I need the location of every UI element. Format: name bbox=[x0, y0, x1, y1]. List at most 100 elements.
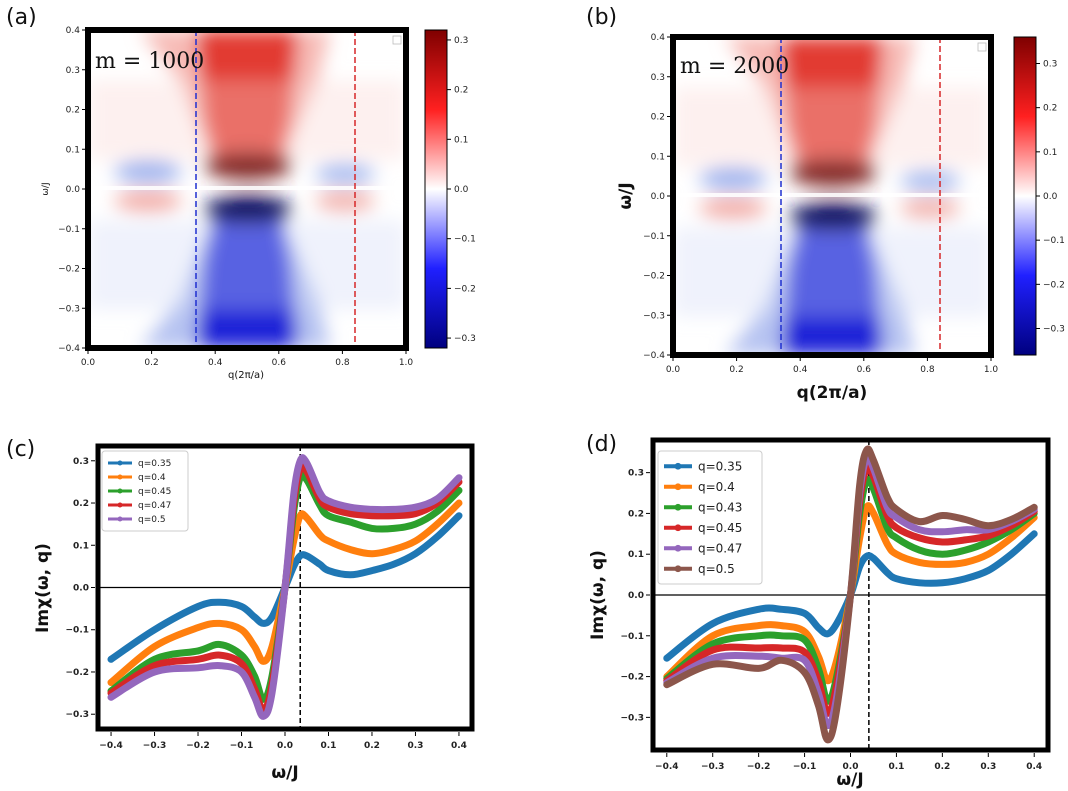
line-plot-c: −0.4 −0.3 −0.2 −0.1 0.0 0.1 0.2 0.3 0.4 −0.3 −0.2 −… bbox=[66, 443, 475, 751]
legend-label-c-4: q=0.5 bbox=[138, 515, 166, 525]
series-d bbox=[663, 445, 1038, 744]
ytick-label-d: −0.1 bbox=[621, 632, 644, 642]
panel-label-d: (d) bbox=[586, 432, 617, 457]
ytick-label-c: −0.3 bbox=[66, 710, 89, 720]
xtick-label-d: 0.0 bbox=[843, 762, 859, 772]
xtick-label-c: 0.0 bbox=[277, 741, 293, 751]
legend-label-c-3: q=0.47 bbox=[138, 501, 171, 511]
ytick-label-c: 0.1 bbox=[73, 541, 89, 551]
xtick-label-d: −0.2 bbox=[747, 762, 770, 772]
xtick-label-b: 1.0 bbox=[984, 365, 999, 375]
xtick-label-c: 0.3 bbox=[407, 741, 423, 751]
xtick-label-a: 0.6 bbox=[272, 358, 287, 368]
series-line-c-4 bbox=[107, 454, 463, 720]
xtick-label-c: −0.2 bbox=[186, 741, 209, 751]
ytick-label-a: −0.2 bbox=[58, 265, 80, 275]
xtick-label-a: 0.4 bbox=[208, 358, 223, 368]
ytick-label-d: 0.3 bbox=[628, 469, 644, 479]
legend-c: q=0.35 q=0.4 q=0.45 q=0.47 q=0.5 bbox=[101, 450, 189, 532]
legend-label-c-0: q=0.35 bbox=[138, 459, 171, 469]
legend-label-d-3: q=0.45 bbox=[698, 521, 742, 535]
ytick-label-a: 0.3 bbox=[66, 66, 80, 76]
legend-marker-c-1 bbox=[117, 474, 123, 480]
colorbar-tick-label-a: 0.2 bbox=[454, 86, 468, 96]
ylabel-a: ω/J bbox=[41, 182, 51, 195]
ytick-label-d: 0.0 bbox=[628, 591, 644, 601]
ytick-label-b: 0.0 bbox=[651, 192, 666, 202]
ytick-label-b: 0.2 bbox=[651, 113, 665, 123]
legend-marker-d-4 bbox=[674, 544, 682, 552]
legend-label-c-1: q=0.4 bbox=[138, 473, 166, 483]
ytick-label-a: −0.1 bbox=[58, 225, 80, 235]
ytick-label-b: 0.1 bbox=[651, 152, 665, 162]
ytick-label-a: 0.4 bbox=[66, 26, 81, 36]
ylabel-c: Imχ(ω, q) bbox=[33, 543, 53, 633]
legend-marker-d-5 bbox=[674, 565, 682, 573]
colorbar-tick-label-b: −0.2 bbox=[1043, 280, 1065, 290]
ytick-label-b: 0.3 bbox=[651, 73, 665, 83]
colorbar-tick-label-a: −0.1 bbox=[454, 235, 476, 245]
xtick-label-d: −0.1 bbox=[793, 762, 816, 772]
series-c bbox=[107, 454, 463, 720]
xtick-label-b: 0.8 bbox=[920, 365, 935, 375]
ytick-label-a: 0.2 bbox=[66, 106, 80, 116]
annotation-a: m = 1000 bbox=[95, 49, 204, 74]
xtick-label-c: −0.3 bbox=[143, 741, 166, 751]
xtick-label-a: 0.2 bbox=[144, 358, 158, 368]
xtick-label-b: 0.4 bbox=[793, 365, 808, 375]
legend-marker-c-0 bbox=[117, 460, 123, 466]
xtick-label-a: 1.0 bbox=[399, 358, 414, 368]
legend-box-a bbox=[392, 35, 402, 45]
colorbar-b: 0.3 0.2 0.1 0.0 −0.1 −0.2 −0.3 bbox=[1013, 36, 1065, 356]
heatmap-b: m = 2000 bbox=[670, 34, 994, 358]
legend-frame-d bbox=[657, 450, 763, 585]
heatmap-a-field bbox=[88, 30, 406, 348]
legend-d: q=0.35 q=0.4 q=0.43 q=0.45 q=0.47 q=0.5 bbox=[657, 450, 763, 585]
ytick-label-b: −0.2 bbox=[643, 272, 665, 282]
series-line-d-5 bbox=[663, 445, 1038, 744]
line-plot-d: −0.4 −0.3 −0.2 −0.1 0.0 0.1 0.2 0.3 0.4 −0.3 −0.2 −… bbox=[621, 437, 1051, 772]
xtick-label-a: 0.8 bbox=[335, 358, 350, 368]
legend-label-d-5: q=0.5 bbox=[698, 562, 735, 576]
legend-marker-c-3 bbox=[117, 502, 123, 508]
ytick-label-b: −0.4 bbox=[643, 351, 665, 361]
ytick-label-c: −0.2 bbox=[66, 668, 89, 678]
colorbar-tick-label-b: 0.0 bbox=[1043, 192, 1058, 202]
colorbar-tick-label-a: 0.3 bbox=[454, 36, 468, 46]
ytick-label-d: 0.1 bbox=[628, 550, 644, 560]
xtick-label-c: 0.2 bbox=[364, 741, 380, 751]
series-line-c-1 bbox=[107, 499, 463, 686]
legend-label-d-0: q=0.35 bbox=[698, 459, 742, 473]
colorbar-tick-label-b: 0.1 bbox=[1043, 148, 1057, 158]
heatmap-a: m = 1000 bbox=[85, 27, 409, 351]
axes-c: −0.4 −0.3 −0.2 −0.1 0.0 0.1 0.2 0.3 0.4 −0.3 −0.2 −… bbox=[66, 457, 467, 751]
legend-marker-d-2 bbox=[674, 503, 682, 511]
colorbar-tick-label-b: 0.2 bbox=[1043, 104, 1057, 114]
ytick-label-c: 0.2 bbox=[73, 499, 89, 509]
legend-label-d-1: q=0.4 bbox=[698, 480, 735, 494]
colorbar-tick-label-b: 0.3 bbox=[1043, 60, 1057, 70]
ytick-label-a: −0.3 bbox=[58, 304, 80, 314]
colorbar-tick-label-a: −0.2 bbox=[454, 284, 476, 294]
xlabel-b: q(2π/a) bbox=[797, 383, 868, 403]
ytick-label-c: 0.0 bbox=[73, 584, 89, 594]
colorbar-a: 0.3 0.2 0.1 0.0 −0.1 −0.2 −0.3 bbox=[424, 29, 476, 349]
legend-marker-d-3 bbox=[674, 524, 682, 532]
panel-label-c: (c) bbox=[6, 437, 35, 462]
legend-label-c-2: q=0.45 bbox=[138, 487, 171, 497]
ytick-label-b: 0.4 bbox=[651, 33, 666, 43]
legend-box-b bbox=[977, 42, 987, 52]
colorbar-tick-label-b: −0.1 bbox=[1043, 236, 1065, 246]
legend-marker-d-0 bbox=[674, 462, 682, 470]
legend-label-d-2: q=0.43 bbox=[698, 500, 742, 514]
frame-a bbox=[85, 27, 409, 351]
legend-marker-c-2 bbox=[117, 488, 123, 494]
ytick-label-c: −0.1 bbox=[66, 626, 89, 636]
colorbar-tick-label-a: 0.0 bbox=[454, 185, 469, 195]
xtick-label-d: 0.2 bbox=[934, 762, 950, 772]
xlabel-c: ω/J bbox=[271, 763, 298, 783]
ylabel-b: ω/J bbox=[616, 182, 636, 209]
xtick-label-d: −0.3 bbox=[701, 762, 724, 772]
axes-b: 0.0 0.2 0.4 0.6 0.8 1.0 −0.4 −0.3 −0.2 −0.1 0.0 0.1… bbox=[643, 33, 998, 375]
ytick-label-b: −0.3 bbox=[643, 311, 665, 321]
